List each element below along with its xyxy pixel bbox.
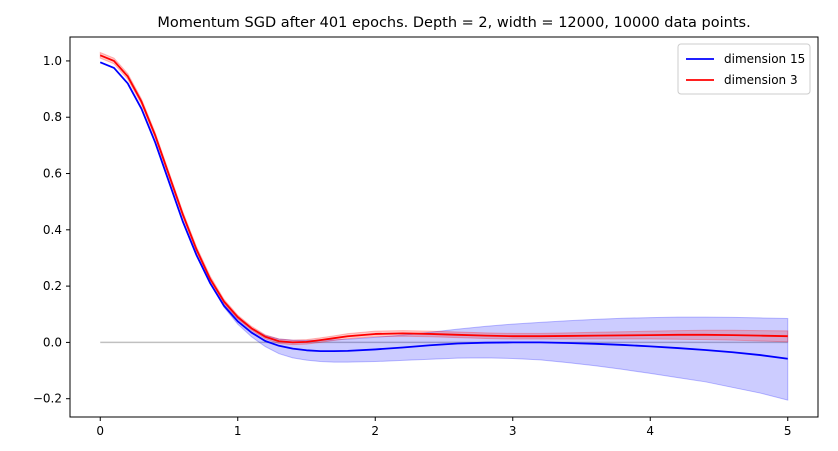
series-1-band bbox=[99, 51, 789, 346]
plot-area bbox=[99, 51, 789, 401]
y-tick-label: 0.2 bbox=[43, 279, 62, 293]
legend-label-0: dimension 15 bbox=[724, 52, 805, 66]
y-tick-label: 0.8 bbox=[43, 110, 62, 124]
plot-content bbox=[99, 51, 789, 401]
y-tick-label: 0.6 bbox=[43, 167, 62, 181]
y-tick-label: −0.2 bbox=[33, 392, 62, 406]
series-0-band bbox=[100, 61, 789, 401]
x-tick-label: 2 bbox=[371, 424, 379, 438]
y-tick-label: 0.0 bbox=[43, 335, 62, 349]
legend-box bbox=[677, 43, 811, 95]
legend-label-1: dimension 3 bbox=[724, 73, 798, 87]
axis-ticks: 0 1 2 3 4 5 −0.2 0.0 0.2 0.4 0.6 0.8 1.0 bbox=[33, 54, 792, 438]
x-tick-label: 4 bbox=[646, 424, 654, 438]
x-tick-label: 1 bbox=[234, 424, 242, 438]
chart-title: Momentum SGD after 401 epochs. Depth = 2… bbox=[157, 15, 750, 31]
plot-frame bbox=[69, 36, 819, 418]
x-tick-label: 5 bbox=[784, 424, 792, 438]
x-tick-label: 3 bbox=[509, 424, 517, 438]
legend: dimension 15 dimension 3 bbox=[677, 43, 811, 95]
y-tick-label: 0.4 bbox=[43, 223, 62, 237]
y-tick-label: 1.0 bbox=[43, 54, 62, 68]
series-0-line bbox=[99, 61, 788, 360]
series-1-line bbox=[99, 54, 788, 344]
x-tick-label: 0 bbox=[96, 424, 104, 438]
